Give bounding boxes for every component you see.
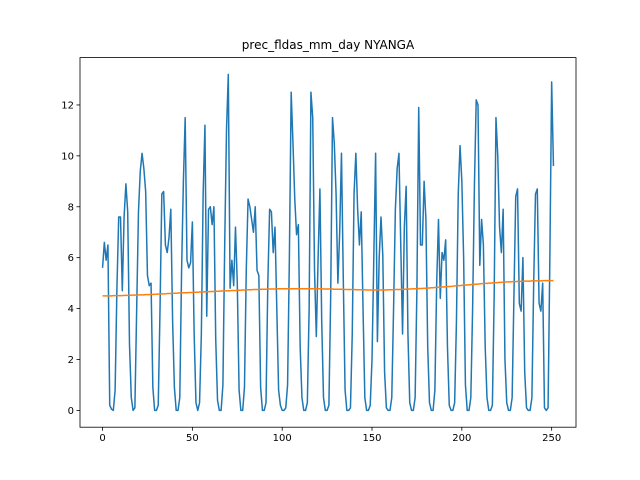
x-tick-label: 200 <box>452 433 471 444</box>
data-line <box>101 73 555 412</box>
y-tick-label: 6 <box>68 253 74 264</box>
y-tick-label: 0 <box>68 406 74 417</box>
chart-title: prec_fldas_mm_day NYANGA <box>242 38 415 52</box>
y-tick-label: 10 <box>61 151 74 162</box>
x-tick-label: 50 <box>186 433 199 444</box>
x-tick-label: 250 <box>542 433 561 444</box>
data-line <box>102 279 554 297</box>
y-tick-label: 12 <box>61 100 74 111</box>
x-tick-label: 0 <box>99 433 105 444</box>
plot-frame <box>79 57 577 428</box>
x-tick-label: 150 <box>362 433 381 444</box>
y-tick-label: 2 <box>68 355 74 366</box>
y-tick-label: 4 <box>68 304 74 315</box>
y-tick-label: 8 <box>68 202 74 213</box>
x-tick-label: 100 <box>273 433 292 444</box>
